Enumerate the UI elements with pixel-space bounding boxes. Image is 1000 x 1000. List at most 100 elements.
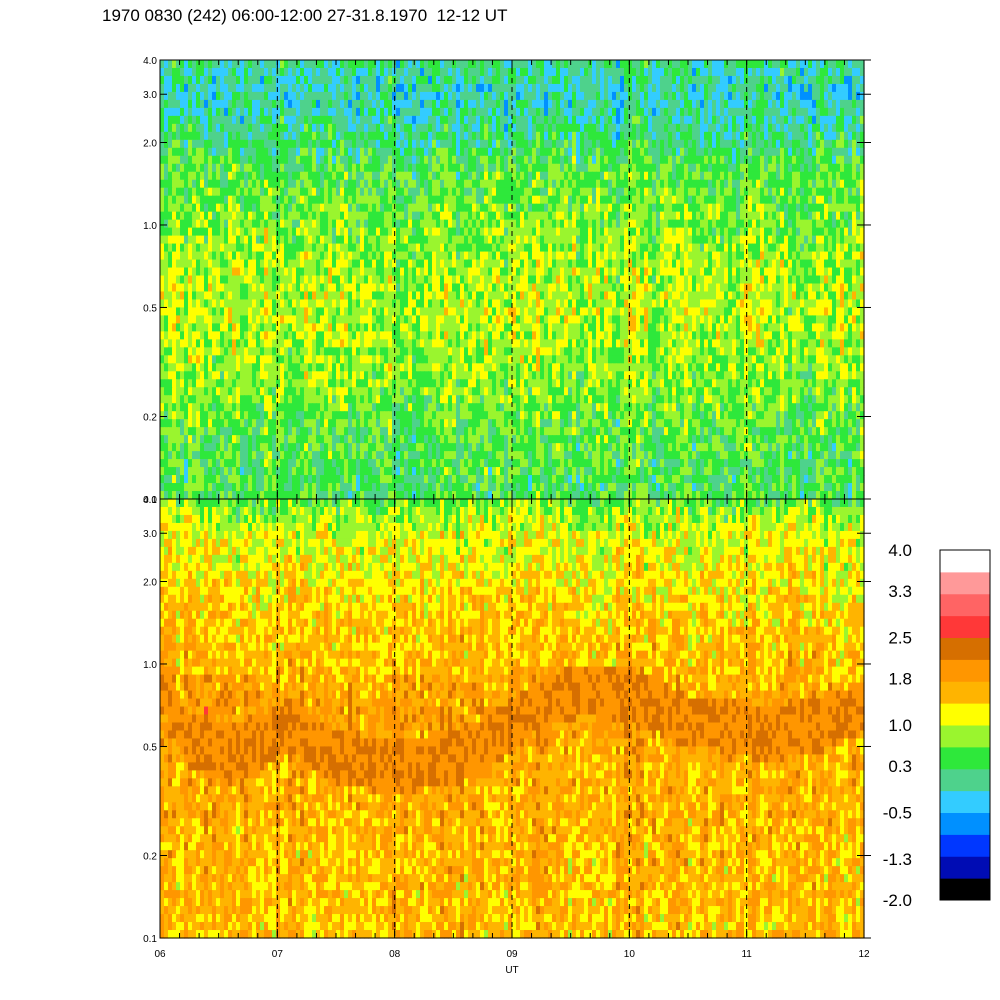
heatmap-cell — [504, 243, 509, 253]
heatmap-cell — [388, 83, 393, 93]
heatmap-cell — [488, 123, 493, 133]
heatmap-cell — [464, 251, 469, 261]
heatmap-cell — [640, 123, 645, 133]
heatmap-cell — [708, 147, 713, 157]
heatmap-cell — [300, 227, 305, 237]
heatmap-cell — [548, 91, 553, 101]
heatmap-cell — [844, 251, 849, 261]
heatmap-cell — [556, 107, 561, 117]
heatmap-cell — [776, 163, 781, 173]
heatmap-cell — [856, 107, 861, 117]
heatmap-cell — [396, 243, 401, 253]
heatmap-cell — [344, 123, 349, 133]
heatmap-cell — [740, 171, 745, 181]
heatmap-cell — [456, 211, 461, 221]
heatmap-cell — [252, 83, 257, 93]
heatmap-cell — [224, 171, 229, 181]
heatmap-cell — [548, 243, 553, 253]
heatmap-cell — [464, 131, 469, 141]
heatmap-cell — [268, 187, 273, 197]
heatmap-cell — [256, 99, 261, 109]
heatmap-cell — [268, 67, 273, 77]
heatmap-cell — [284, 107, 289, 117]
heatmap-cell — [724, 107, 729, 117]
heatmap-cell — [664, 99, 669, 109]
heatmap-cell — [172, 267, 177, 277]
heatmap-cell — [732, 187, 737, 197]
heatmap-cell — [384, 195, 389, 205]
heatmap-cell — [224, 67, 229, 77]
heatmap-cell — [364, 259, 369, 269]
heatmap-cell — [840, 139, 845, 149]
heatmap-cell — [728, 179, 733, 189]
heatmap-cell — [228, 227, 233, 237]
heatmap-cell — [480, 251, 485, 261]
heatmap-cell — [620, 227, 625, 237]
heatmap-cell — [356, 123, 361, 133]
heatmap-cell — [644, 99, 649, 109]
heatmap-cell — [272, 67, 277, 77]
heatmap-cell — [480, 107, 485, 117]
heatmap-cell — [340, 131, 345, 141]
heatmap-cell — [584, 227, 589, 237]
heatmap-cell — [500, 195, 505, 205]
heatmap-cell — [256, 227, 261, 237]
heatmap-cell — [828, 99, 833, 109]
heatmap-cell — [756, 67, 761, 77]
heatmap-cell — [408, 83, 413, 93]
heatmap-cell — [524, 227, 529, 237]
heatmap-cell — [672, 179, 677, 189]
heatmap-cell — [736, 267, 741, 277]
heatmap-cell — [660, 131, 665, 141]
heatmap-cell — [800, 235, 805, 245]
heatmap-cell — [324, 60, 329, 69]
heatmap-cell — [680, 107, 685, 117]
heatmap-cell — [292, 251, 297, 261]
heatmap-cell — [408, 99, 413, 109]
heatmap-cell — [596, 195, 601, 205]
heatmap-cell — [748, 187, 753, 197]
heatmap-cell — [644, 219, 649, 229]
heatmap-cell — [504, 251, 509, 261]
heatmap-cell — [480, 227, 485, 237]
heatmap-cell — [212, 67, 217, 77]
heatmap-cell — [432, 67, 437, 77]
heatmap-cell — [356, 163, 361, 173]
heatmap-cell — [624, 131, 629, 141]
heatmap-cell — [528, 171, 533, 181]
heatmap-cell — [616, 123, 621, 133]
heatmap-cell — [296, 267, 301, 277]
heatmap-cell — [668, 211, 673, 221]
heatmap-cell — [536, 147, 541, 157]
heatmap-cell — [452, 203, 457, 213]
heatmap-cell — [792, 219, 797, 229]
heatmap-cell — [700, 67, 705, 77]
heatmap-cell — [676, 123, 681, 133]
heatmap-cell — [576, 115, 581, 125]
heatmap-cell — [712, 195, 717, 205]
heatmap-cell — [696, 219, 701, 229]
heatmap-cell — [228, 219, 233, 229]
heatmap-cell — [792, 155, 797, 165]
heatmap-cell — [632, 179, 637, 189]
heatmap-cell — [684, 155, 689, 165]
heatmap-cell — [380, 91, 385, 101]
heatmap-cell — [160, 171, 165, 181]
heatmap-cell — [788, 187, 793, 197]
heatmap-cell — [196, 195, 201, 205]
heatmap-cell — [268, 107, 273, 117]
heatmap-cell — [368, 283, 373, 293]
heatmap-cell — [380, 123, 385, 133]
heatmap-cell — [304, 123, 309, 133]
heatmap-cell — [712, 171, 717, 181]
heatmap-cell — [612, 243, 617, 253]
heatmap-cell — [848, 91, 853, 101]
heatmap-cell — [160, 179, 165, 189]
heatmap-cell — [816, 243, 821, 253]
heatmap-cell — [680, 259, 685, 269]
heatmap-cell — [544, 267, 549, 277]
heatmap-cell — [280, 60, 285, 69]
heatmap-cell — [732, 75, 737, 85]
heatmap-cell — [552, 187, 557, 197]
heatmap-cell — [784, 60, 789, 69]
